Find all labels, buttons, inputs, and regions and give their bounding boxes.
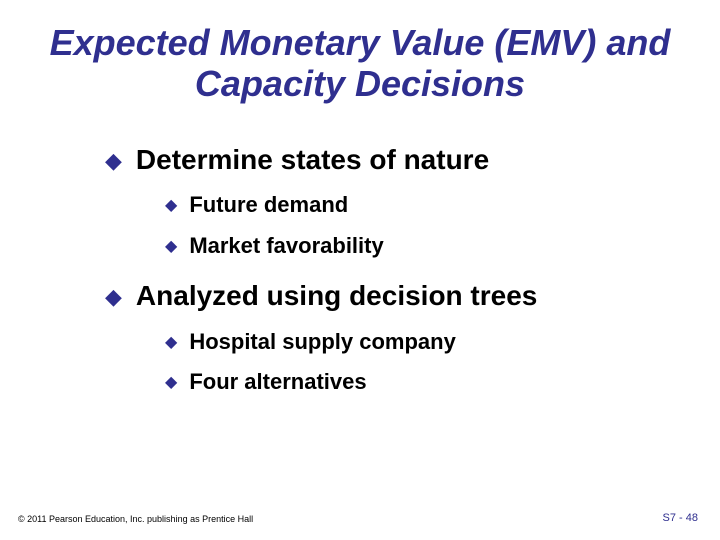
bullet-level2: ◆ Future demand xyxy=(165,192,720,218)
bullet-text: Hospital supply company xyxy=(189,329,456,355)
bullet-text: Market favorability xyxy=(189,233,383,259)
bullet-text: Determine states of nature xyxy=(136,143,489,177)
diamond-icon: ◆ xyxy=(105,284,122,310)
diamond-icon: ◆ xyxy=(165,373,177,392)
bullet-text: Future demand xyxy=(189,192,348,218)
diamond-icon: ◆ xyxy=(105,148,122,174)
diamond-icon: ◆ xyxy=(165,237,177,256)
bullet-level1: ◆ Determine states of nature xyxy=(105,143,720,177)
sub-bullet-group: ◆ Future demand ◆ Market favorability xyxy=(165,192,720,259)
bullet-level2: ◆ Four alternatives xyxy=(165,369,720,395)
copyright-text: © 2011 Pearson Education, Inc. publishin… xyxy=(18,514,253,524)
bullet-level2: ◆ Hospital supply company xyxy=(165,329,720,355)
slide-title: Expected Monetary Value (EMV) and Capaci… xyxy=(0,0,720,105)
bullet-level2: ◆ Market favorability xyxy=(165,233,720,259)
bullet-text: Analyzed using decision trees xyxy=(136,279,537,313)
slide-content: ◆ Determine states of nature ◆ Future de… xyxy=(105,143,720,396)
diamond-icon: ◆ xyxy=(165,333,177,352)
sub-bullet-group: ◆ Hospital supply company ◆ Four alterna… xyxy=(165,329,720,396)
bullet-text: Four alternatives xyxy=(189,369,366,395)
slide: Expected Monetary Value (EMV) and Capaci… xyxy=(0,0,720,540)
bullet-level1: ◆ Analyzed using decision trees xyxy=(105,279,720,313)
diamond-icon: ◆ xyxy=(165,196,177,215)
page-number: S7 - 48 xyxy=(663,512,698,524)
